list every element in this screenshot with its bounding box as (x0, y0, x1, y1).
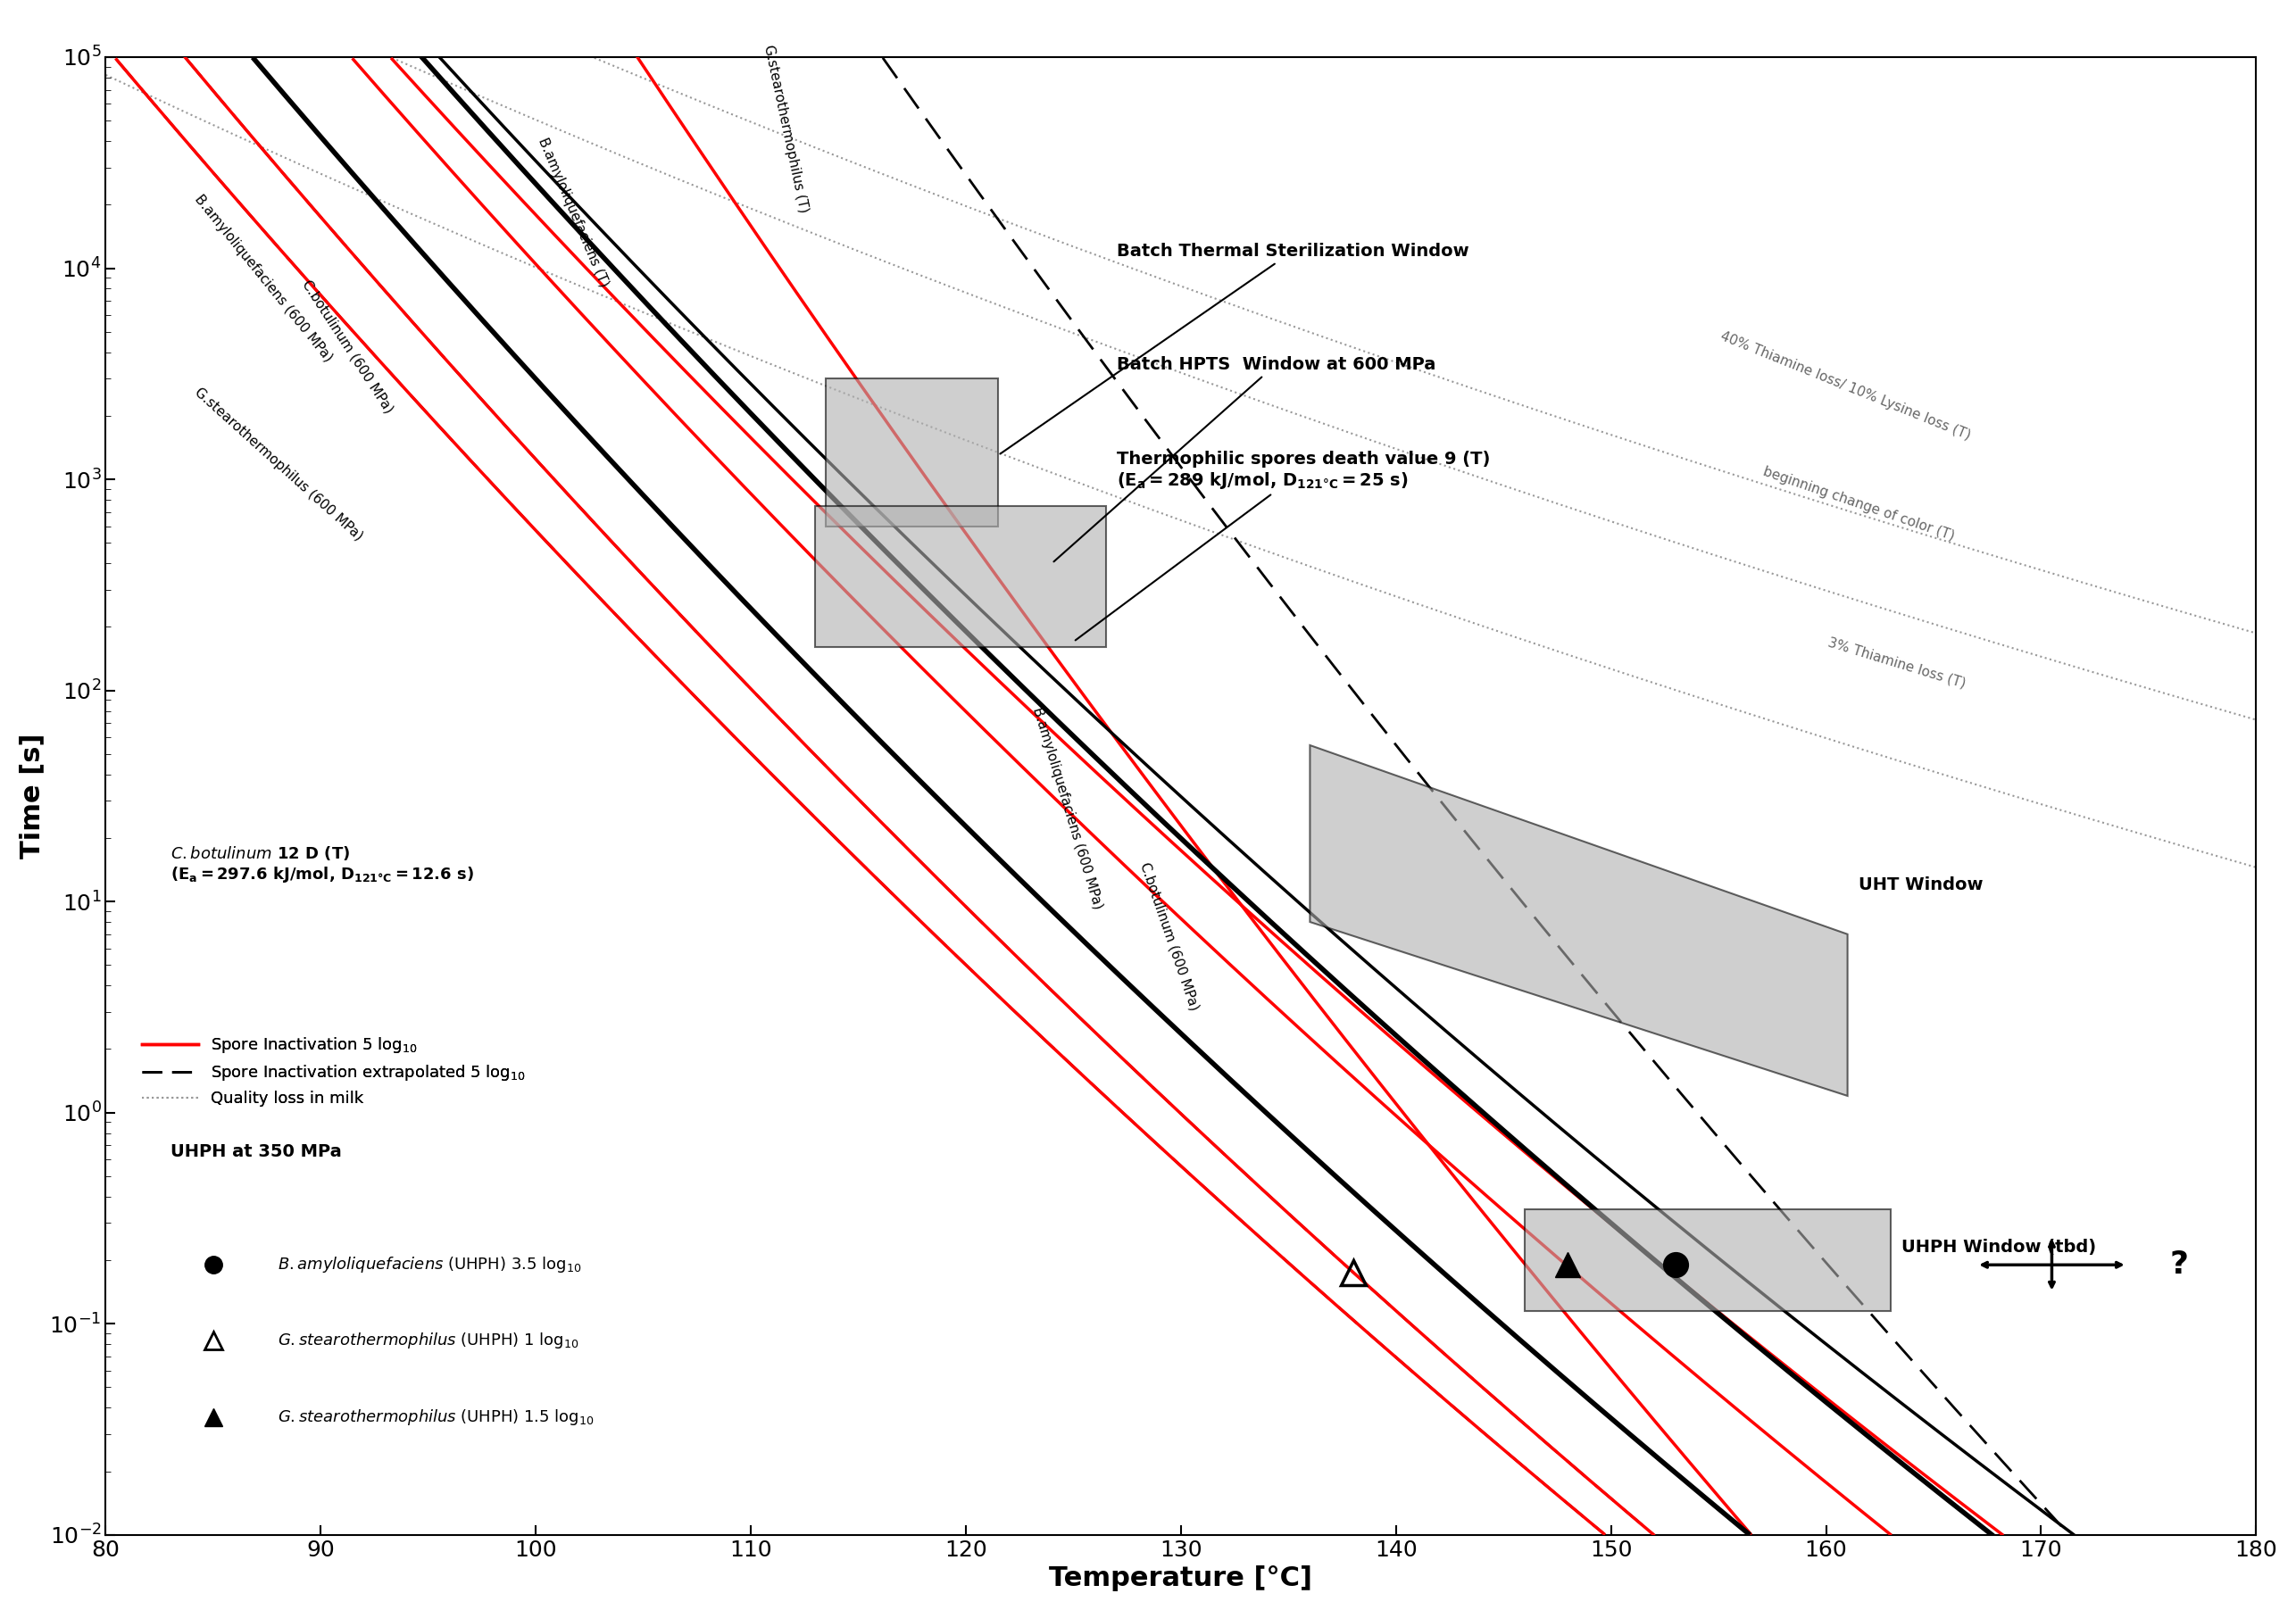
Text: Thermophilic spores death value 9 (T)
$(E_a = 289$ kJ/mol, $D_{121°C}=25$ s): Thermophilic spores death value 9 (T) $(… (1075, 451, 1490, 641)
Text: $\it{C.botulinum}$ 12 D (T)
$(E_a=297.6$ kJ/mol, $D_{121°C}=12.6$ s): $\it{C.botulinum}$ 12 D (T) $(E_a=297.6$… (170, 844, 473, 884)
Legend: Spore Inactivation 5 log$_{10}$, Spore Inactivation extrapolated 5 log$_{10}$, Q: Spore Inactivation 5 log$_{10}$, Spore I… (135, 1029, 533, 1113)
Text: UHPH at 350 MPa: UHPH at 350 MPa (170, 1143, 342, 1159)
Text: $\it{G.stearothermophilus}$ (UHPH) 1.5 log$_{10}$: $\it{G.stearothermophilus}$ (UHPH) 1.5 l… (278, 1407, 595, 1426)
Polygon shape (1311, 745, 1848, 1096)
Text: G.stearothermophilus (600 MPa): G.stearothermophilus (600 MPa) (193, 385, 365, 543)
Text: B.amyloliquefaciens (T): B.amyloliquefaciens (T) (535, 135, 611, 288)
Text: B.amyloliquefaciens (600 MPa): B.amyloliquefaciens (600 MPa) (193, 193, 335, 364)
Text: $\it{G.stearothermophilus}$ (UHPH) 1 log$_{10}$: $\it{G.stearothermophilus}$ (UHPH) 1 log… (278, 1331, 579, 1351)
Bar (827, 378, 999, 526)
Text: ?: ? (2170, 1249, 2188, 1280)
X-axis label: Temperature [°C]: Temperature [°C] (1049, 1565, 1313, 1591)
Bar (815, 506, 1107, 647)
Text: B.amyloliquefaciens (600 MPa): B.amyloliquefaciens (600 MPa) (1031, 705, 1104, 911)
Y-axis label: Time [s]: Time [s] (18, 733, 44, 858)
Text: $\it{B.amyloliquefaciens}$ (UHPH) 3.5 log$_{10}$: $\it{B.amyloliquefaciens}$ (UHPH) 3.5 lo… (278, 1256, 581, 1275)
Text: G.stearothermophilus (T): G.stearothermophilus (T) (762, 43, 810, 214)
Text: 40% Thiamine loss/ 10% Lysine loss (T): 40% Thiamine loss/ 10% Lysine loss (T) (1717, 328, 1972, 443)
Text: UHPH Window (tbd): UHPH Window (tbd) (1901, 1238, 2096, 1256)
Text: UHT Window: UHT Window (1857, 876, 1984, 894)
Bar (1525, 1209, 1890, 1311)
Text: 3% Thiamine loss (T): 3% Thiamine loss (T) (1825, 636, 1968, 691)
Text: C.botulinum (600 MPa): C.botulinum (600 MPa) (298, 279, 395, 415)
Text: C.botulinum (600 MPa): C.botulinum (600 MPa) (1139, 860, 1201, 1011)
Text: Batch Thermal Sterilization Window: Batch Thermal Sterilization Window (1001, 243, 1469, 454)
Text: beginning change of color (T): beginning change of color (T) (1761, 465, 1956, 543)
Text: Batch HPTS  Window at 600 MPa: Batch HPTS Window at 600 MPa (1054, 356, 1435, 562)
